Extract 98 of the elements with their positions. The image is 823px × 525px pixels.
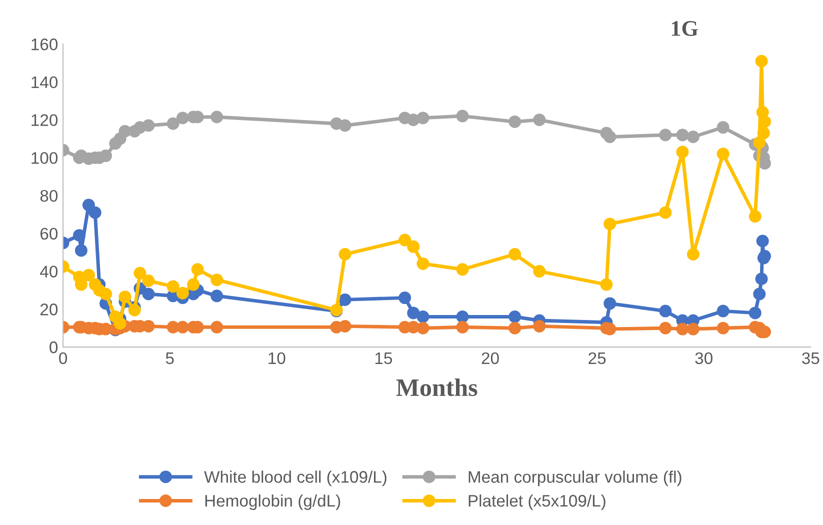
point — [686, 130, 700, 144]
point — [755, 272, 768, 286]
point — [88, 206, 102, 219]
point — [210, 320, 224, 334]
point — [114, 317, 126, 330]
point — [676, 322, 689, 336]
point — [338, 320, 352, 332]
point — [210, 274, 224, 286]
point — [748, 306, 762, 320]
point — [166, 117, 180, 130]
point — [716, 322, 730, 334]
point — [73, 229, 86, 242]
point — [659, 128, 672, 142]
y-tick-label: 120 — [32, 114, 58, 126]
point — [398, 292, 412, 304]
point — [533, 320, 546, 332]
point — [508, 310, 522, 323]
x-tick-label: 35 — [802, 352, 820, 364]
point — [756, 234, 769, 248]
point — [210, 290, 224, 302]
point — [676, 146, 689, 158]
point — [659, 322, 672, 334]
point — [456, 110, 469, 122]
y-tick-label: 0 — [50, 341, 58, 354]
point — [338, 293, 352, 306]
point — [753, 136, 766, 149]
point — [416, 112, 430, 124]
point — [142, 288, 155, 300]
point — [128, 304, 141, 316]
point — [456, 320, 469, 334]
point — [716, 121, 730, 134]
point — [416, 257, 430, 270]
x-tick-label: 30 — [695, 352, 712, 364]
point — [508, 248, 522, 261]
point — [142, 274, 155, 288]
x-tick-label: 20 — [482, 352, 499, 364]
point — [338, 248, 352, 261]
point — [100, 288, 112, 300]
point — [604, 297, 616, 310]
point — [82, 268, 95, 282]
legend-label: Platelet (x5x109/L) — [468, 494, 606, 510]
y-tick-label: 160 — [32, 38, 58, 50]
point — [407, 306, 420, 320]
point — [676, 128, 689, 142]
point — [134, 266, 146, 280]
point — [508, 115, 522, 128]
point — [166, 280, 180, 293]
point — [659, 206, 672, 219]
point — [456, 310, 469, 323]
point — [82, 198, 95, 212]
point — [686, 248, 700, 261]
y-tick-label: 60 — [40, 228, 58, 240]
legend-label: Hemoglobin (g/dL) — [205, 494, 340, 510]
point — [416, 310, 430, 323]
x-axis-title: Months — [396, 378, 478, 396]
y-tick-label: 80 — [40, 190, 58, 202]
point — [407, 114, 420, 126]
point — [533, 265, 546, 278]
point — [142, 119, 155, 132]
point — [508, 322, 522, 334]
y-tick-label: 100 — [32, 152, 58, 164]
point — [100, 150, 112, 162]
point — [600, 278, 613, 291]
point — [755, 54, 768, 68]
x-tick-label: 5 — [166, 352, 174, 364]
legend-label: White blood cell (x109/L) — [204, 470, 386, 486]
x-tick-label: 15 — [375, 352, 392, 364]
point — [398, 234, 412, 246]
point — [716, 148, 730, 160]
point — [187, 278, 200, 291]
point — [338, 119, 352, 132]
chart-title: 1G — [672, 21, 698, 36]
point — [456, 263, 469, 276]
x-tick-label: 10 — [268, 352, 286, 364]
point — [416, 322, 430, 334]
point — [176, 112, 189, 124]
point — [604, 218, 616, 230]
x-tick-label: 25 — [588, 352, 606, 364]
point — [118, 290, 132, 304]
point — [686, 322, 700, 336]
point — [753, 288, 766, 300]
point — [176, 320, 189, 334]
point — [604, 130, 616, 144]
y-tick-label: 140 — [32, 76, 58, 88]
point — [191, 263, 204, 276]
point — [74, 244, 88, 257]
point — [407, 240, 420, 253]
x-tick-label: 0 — [59, 352, 68, 364]
y-tick-label: 40 — [40, 266, 58, 278]
point — [716, 304, 730, 318]
point — [533, 114, 546, 126]
y-tick-label: 20 — [40, 304, 58, 316]
legend-label: Mean corpuscular volume (fl) — [468, 470, 682, 486]
point — [659, 304, 672, 318]
point — [210, 110, 224, 124]
point — [176, 286, 189, 300]
point — [757, 126, 770, 140]
point — [748, 210, 762, 223]
